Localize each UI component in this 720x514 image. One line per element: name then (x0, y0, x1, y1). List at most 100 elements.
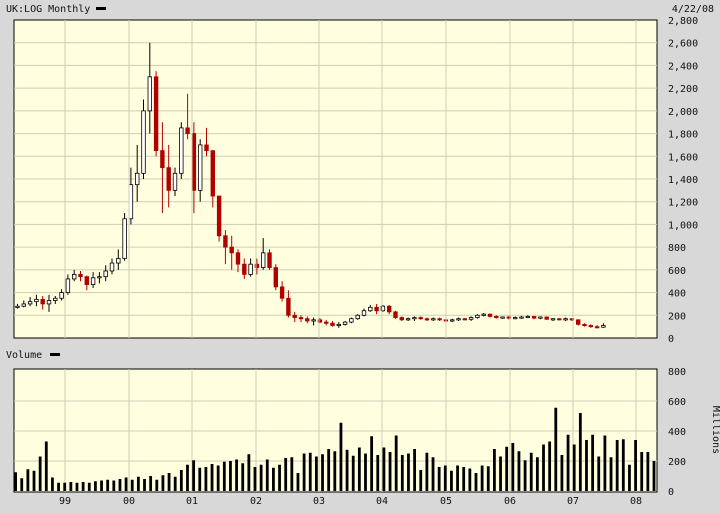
candle-body-down (223, 235, 228, 248)
candle-body-down (374, 306, 379, 312)
x-year-label: 01 (186, 496, 198, 507)
candle-body-down (229, 246, 234, 254)
candle-body-down (544, 316, 549, 320)
chart-title: UK:LOG Monthly (6, 4, 90, 15)
price-candle (601, 323, 606, 328)
price-candle (21, 300, 26, 308)
candle-body-up (141, 110, 146, 174)
price-y-tick-label: 800 (668, 243, 686, 254)
price-candle (456, 317, 461, 321)
candle-body-up (109, 262, 115, 272)
price-candle (122, 213, 127, 261)
candle-body-down (267, 252, 272, 268)
volume-bar (321, 454, 324, 491)
price-candle (286, 290, 291, 318)
volume-y-tick-label: 800 (668, 367, 686, 378)
price-year-lines (64, 20, 637, 338)
volume-bar (87, 482, 91, 491)
price-candle (229, 235, 234, 270)
volume-bar (265, 459, 269, 491)
volume-bar (443, 465, 447, 491)
panel-divider (0, 344, 720, 364)
candle-body-down (235, 252, 241, 265)
volume-title: Volume (6, 350, 42, 361)
candle-body-up (380, 305, 386, 312)
candle-body-down (166, 167, 171, 191)
price-candle (494, 315, 499, 319)
volume-bar (505, 446, 509, 491)
candle-body-down (279, 286, 285, 299)
candle-body-up (197, 144, 203, 191)
price-candle (242, 258, 247, 279)
volume-bar (161, 475, 165, 491)
volume-bar (235, 459, 238, 491)
volume-bar (615, 440, 619, 491)
volume-bar (499, 456, 502, 491)
price-candle (172, 167, 178, 197)
candle-body-up (519, 316, 524, 319)
price-candle (468, 316, 474, 321)
price-candle (311, 317, 316, 326)
price-candle (298, 315, 304, 323)
candle-body-up (116, 258, 121, 264)
volume-bar (407, 453, 410, 491)
price-candle (519, 315, 524, 319)
volume-bar (382, 447, 386, 491)
volume-bar (486, 466, 490, 491)
volume-bar (118, 479, 122, 491)
price-candle (179, 122, 184, 179)
volume-bar (572, 444, 576, 491)
volume-bar (179, 470, 183, 491)
candle-body-up (538, 316, 543, 319)
price-y-tick-label: 2,800 (668, 16, 698, 27)
volume-bar (585, 440, 588, 491)
candle-body-down (210, 150, 215, 197)
candle-body-up (65, 278, 71, 293)
price-candle (97, 272, 102, 284)
candle-body-up (601, 325, 606, 328)
volume-bar (253, 467, 257, 491)
candle-body-up (361, 310, 367, 316)
volume-y-axis-label: Millions (710, 406, 720, 454)
candle-body-up (134, 172, 140, 186)
candle-body-up (500, 316, 505, 319)
volume-bar (634, 440, 637, 491)
candle-body-down (330, 322, 335, 326)
candle-body-up (172, 172, 178, 191)
volume-bar (57, 482, 60, 491)
price-candle (462, 318, 467, 321)
candle-body-up (481, 313, 486, 316)
price-candle (531, 315, 537, 320)
volume-bar (210, 464, 214, 491)
candle-body-down (40, 298, 45, 305)
x-year-label: 07 (567, 496, 579, 507)
volume-legend-swatch (50, 353, 60, 356)
candle-body-down (393, 311, 398, 318)
volume-bar (431, 457, 435, 491)
candle-body-up (103, 270, 108, 278)
candle-body-up (128, 184, 134, 220)
volume-bar (425, 452, 429, 491)
volume-bar (542, 444, 545, 491)
candle-body-down (399, 317, 404, 321)
volume-bar (20, 478, 24, 491)
price-y-tick-label: 2,000 (668, 107, 698, 118)
candle-body-down (242, 263, 247, 275)
volume-bar (529, 452, 533, 491)
volume-bar (155, 479, 159, 491)
price-candle (330, 320, 335, 327)
candle-body-up (468, 317, 474, 320)
volume-bar (652, 461, 656, 491)
volume-bar (400, 455, 404, 491)
price-y-tick-label: 1,400 (668, 175, 698, 186)
series-legend-swatch (96, 7, 106, 10)
candle-body-down (437, 318, 442, 321)
volume-bar (290, 457, 294, 491)
volume-bar (517, 451, 521, 491)
x-year-label: 03 (313, 496, 325, 507)
candle-body-down (191, 133, 197, 191)
volume-bar (511, 443, 515, 491)
candle-body-down (506, 316, 512, 319)
price-candle (380, 305, 386, 312)
price-y-tick-label: 400 (668, 289, 686, 300)
